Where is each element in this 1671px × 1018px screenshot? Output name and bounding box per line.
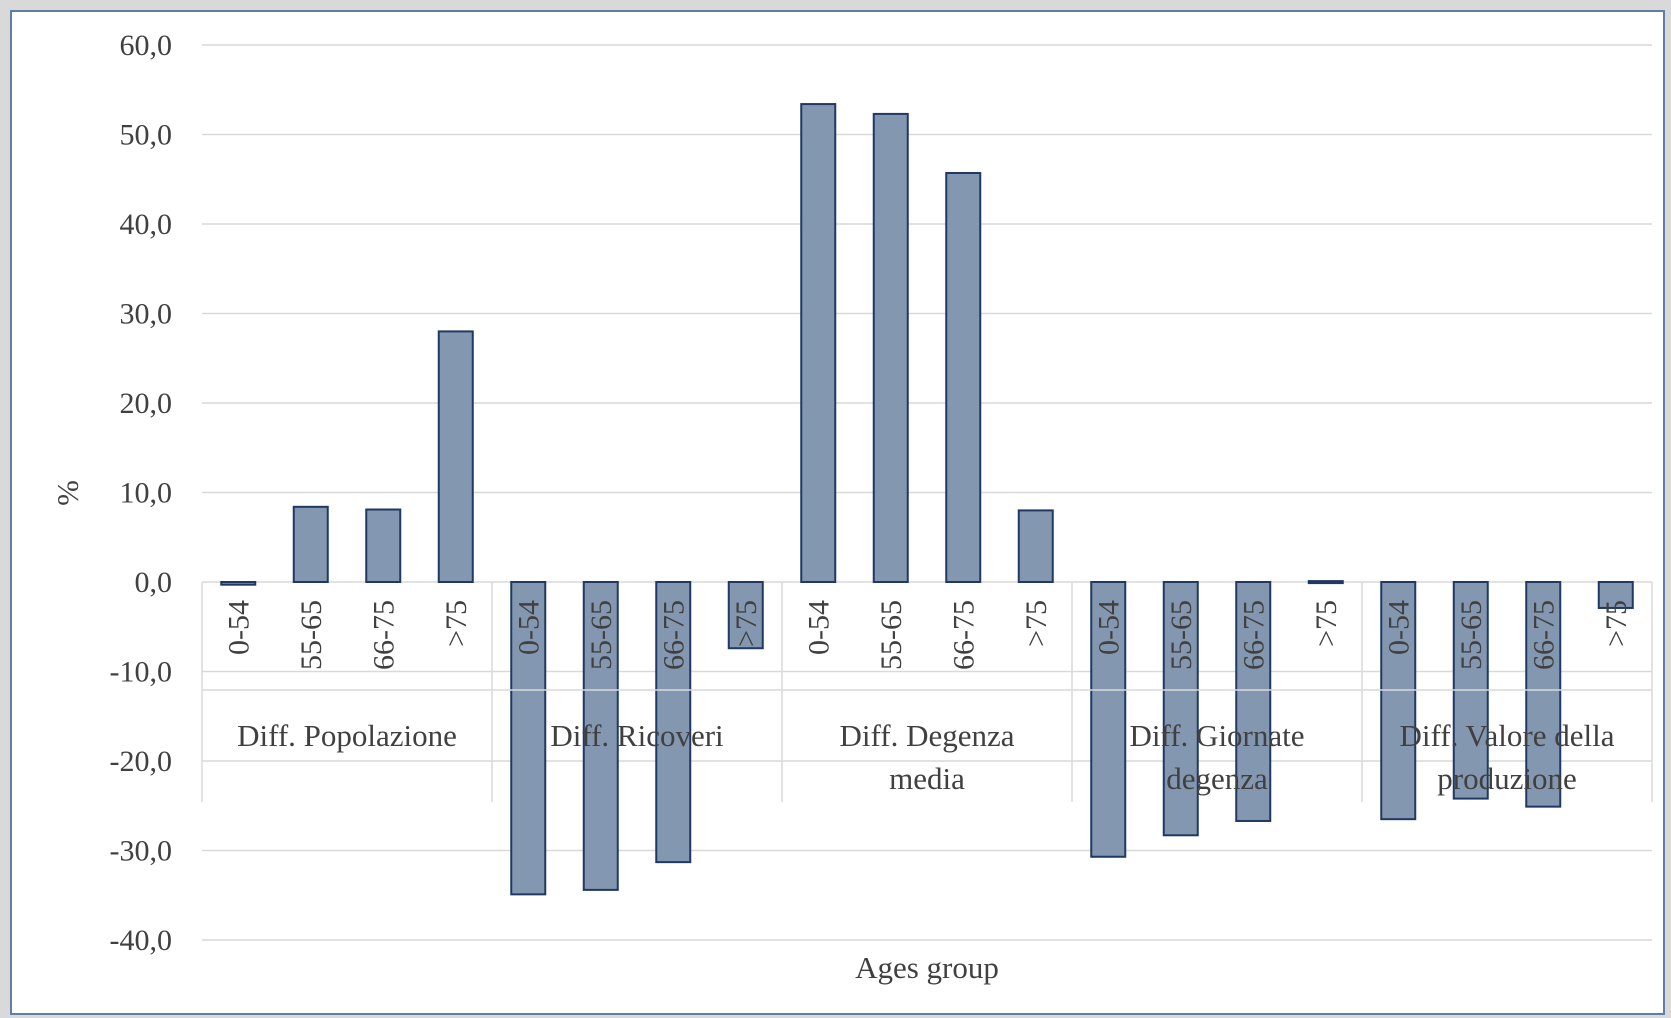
bar xyxy=(655,581,692,864)
bar xyxy=(1525,581,1562,808)
y-axis-title: % xyxy=(50,480,85,506)
chart-frame xyxy=(10,10,1665,1015)
group-label: degenza xyxy=(1166,761,1268,796)
category-label: >75 xyxy=(440,600,473,647)
category-label: 66-75 xyxy=(367,600,400,670)
bar xyxy=(1235,581,1272,822)
category-label: >75 xyxy=(1600,600,1633,647)
y-tick-label: 40,0 xyxy=(120,208,173,241)
bar xyxy=(365,508,402,584)
category-label: 0-54 xyxy=(222,600,255,655)
group-label: media xyxy=(889,761,965,796)
category-label: 0-54 xyxy=(1092,600,1125,655)
y-tick-label: 50,0 xyxy=(120,119,173,152)
bar xyxy=(582,581,619,891)
category-label: 66-75 xyxy=(947,600,980,670)
category-label: 0-54 xyxy=(802,600,835,655)
y-axis-tick-labels: 60,0 50,0 40,0 30,0 20,0 10,0 0,0 -10,0 -20,0 -30… xyxy=(110,29,173,957)
group-label: Diff. Ricoveri xyxy=(550,718,724,753)
category-axis-separators xyxy=(201,582,1653,802)
category-label: >75 xyxy=(730,600,763,647)
bar xyxy=(1162,581,1199,837)
bar xyxy=(872,112,909,583)
y-tick-label: 60,0 xyxy=(120,29,173,62)
group-label: Diff. Popolazione xyxy=(237,718,457,753)
bar xyxy=(727,581,764,650)
category-label: 55-65 xyxy=(1455,600,1488,670)
bar xyxy=(1597,581,1634,609)
category-label: 55-65 xyxy=(295,600,328,670)
group-label: Diff. Giornate xyxy=(1129,718,1304,753)
y-tick-label: 20,0 xyxy=(120,387,173,420)
y-tick-label: 10,0 xyxy=(120,477,173,510)
category-label: 66-75 xyxy=(1237,600,1270,670)
category-label: 66-75 xyxy=(1527,600,1560,670)
group-labels: Diff. Popolazione Diff. Ricoveri Diff. Deg… xyxy=(237,718,1615,796)
y-tick-label: -20,0 xyxy=(110,745,173,778)
bar xyxy=(1380,581,1417,821)
gridlines xyxy=(202,44,1652,941)
bar xyxy=(510,581,547,896)
x-axis-title: Ages group xyxy=(855,950,999,985)
category-label: 55-65 xyxy=(875,600,908,670)
category-labels: 0-54 55-65 66-75 >75 0-54 55-65 66-75 >75 0-54 55… xyxy=(222,600,1633,670)
bar xyxy=(1017,509,1054,583)
bar xyxy=(220,581,257,586)
bar xyxy=(1090,581,1127,858)
bar xyxy=(945,171,982,584)
y-tick-label: -30,0 xyxy=(110,835,173,868)
category-label: 0-54 xyxy=(1382,600,1415,655)
y-tick-label: 30,0 xyxy=(120,298,173,331)
category-label: 55-65 xyxy=(585,600,618,670)
bar xyxy=(800,103,837,583)
group-label: produzione xyxy=(1437,761,1576,796)
bar xyxy=(292,505,329,584)
category-label: 66-75 xyxy=(657,600,690,670)
bar xyxy=(1307,580,1344,585)
y-tick-label: 0,0 xyxy=(135,566,173,599)
category-label: 0-54 xyxy=(512,600,545,655)
group-label: Diff. Valore della xyxy=(1400,718,1615,753)
y-tick-label: -40,0 xyxy=(110,924,173,957)
group-label: Diff. Degenza xyxy=(839,718,1014,753)
category-label: >75 xyxy=(1020,600,1053,647)
bar xyxy=(437,330,474,583)
category-label: >75 xyxy=(1310,600,1343,647)
category-label: 55-65 xyxy=(1165,600,1198,670)
y-tick-label: -10,0 xyxy=(110,656,173,689)
